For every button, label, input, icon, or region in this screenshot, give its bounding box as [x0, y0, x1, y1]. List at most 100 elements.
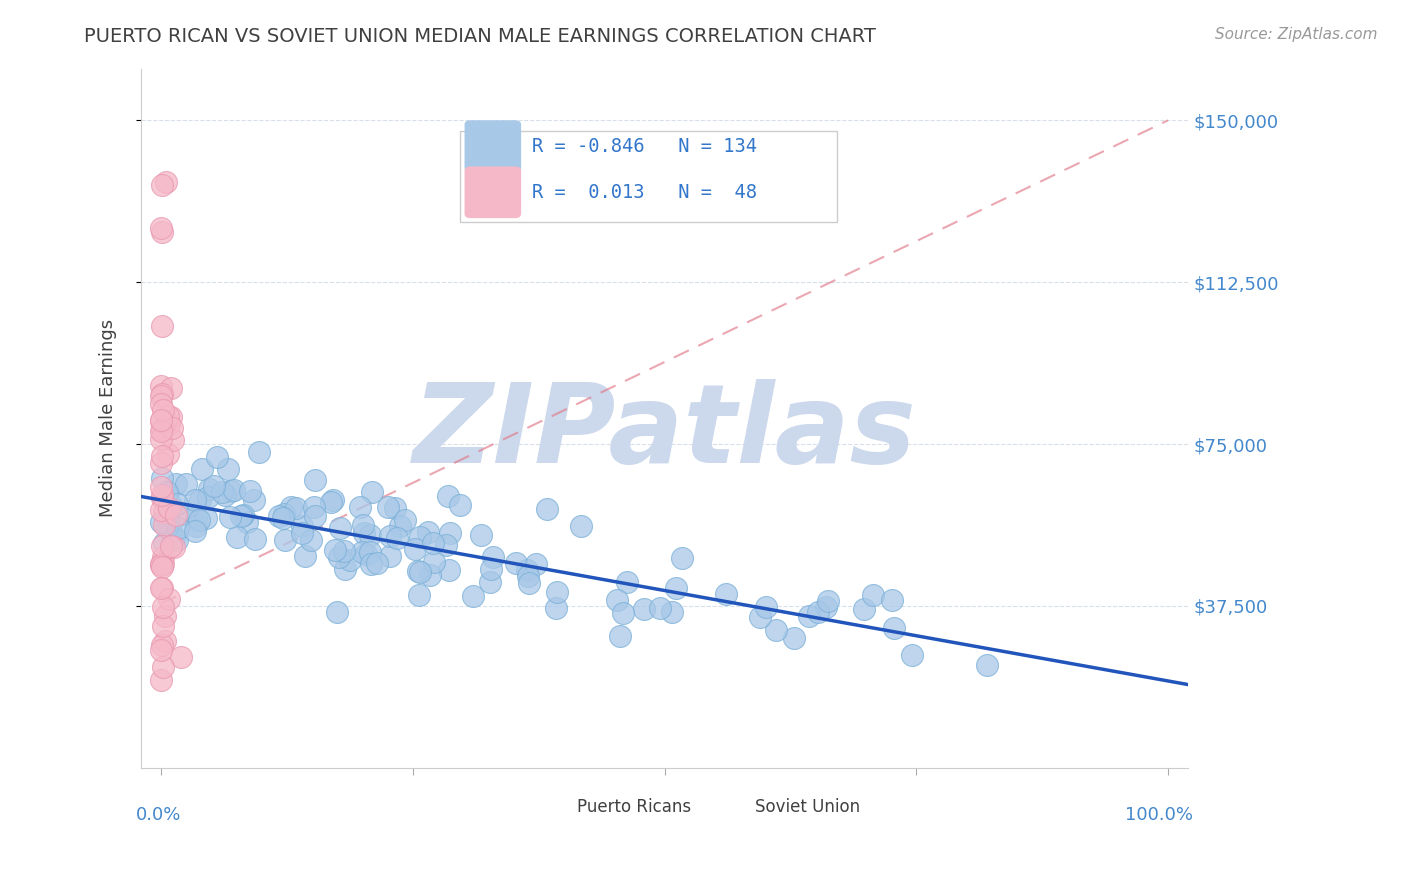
Point: [616, 575, 638, 590]
Point: [150, 225, 173, 239]
Point: [461, 589, 484, 603]
Point: [437, 563, 460, 577]
Point: [225, 530, 247, 544]
Point: [416, 525, 439, 540]
Point: [198, 482, 221, 496]
Point: [650, 601, 672, 615]
Point: [516, 563, 538, 577]
Point: [153, 517, 176, 532]
Point: [152, 402, 174, 417]
Point: [166, 497, 188, 511]
Point: [325, 542, 347, 557]
Point: [150, 178, 173, 192]
Point: [404, 542, 426, 557]
Point: [366, 556, 388, 570]
Point: [665, 581, 688, 595]
Point: [194, 510, 217, 524]
Point: [470, 528, 492, 542]
Point: [150, 491, 173, 505]
Point: [219, 510, 242, 524]
Point: [153, 609, 176, 624]
Point: [219, 483, 242, 498]
Point: [236, 516, 259, 530]
Point: [156, 485, 179, 500]
Point: [174, 476, 197, 491]
Point: [239, 483, 262, 498]
Point: [328, 521, 350, 535]
Point: [150, 581, 173, 595]
Point: [160, 410, 183, 425]
Point: [384, 500, 406, 515]
Point: [408, 564, 430, 578]
Point: [152, 599, 174, 614]
Point: [328, 549, 350, 564]
Point: [202, 479, 225, 493]
Point: [799, 609, 821, 624]
Point: [157, 591, 180, 606]
Point: [422, 536, 444, 550]
Point: [186, 510, 208, 524]
Point: [165, 476, 187, 491]
Point: [349, 500, 371, 514]
Point: [160, 524, 183, 538]
Point: [302, 500, 325, 514]
Point: [152, 660, 174, 674]
Point: [482, 550, 505, 565]
Point: [319, 495, 342, 509]
Point: [150, 471, 173, 485]
Point: [661, 605, 683, 619]
Point: [883, 621, 905, 635]
Point: [197, 490, 219, 504]
Text: Source: ZipAtlas.com: Source: ZipAtlas.com: [1215, 27, 1378, 42]
Point: [546, 585, 568, 599]
Point: [150, 480, 173, 494]
Point: [184, 492, 207, 507]
Point: [609, 629, 631, 643]
Point: [285, 501, 308, 516]
Point: [167, 521, 190, 535]
Point: [150, 673, 173, 687]
Point: [160, 381, 183, 395]
Point: [671, 550, 693, 565]
Point: [229, 508, 252, 523]
Point: [394, 513, 416, 527]
Text: 100.0%: 100.0%: [1125, 806, 1194, 824]
Point: [882, 592, 904, 607]
Text: R = -0.846   N = 134: R = -0.846 N = 134: [531, 136, 756, 155]
Point: [157, 501, 180, 516]
FancyBboxPatch shape: [713, 791, 751, 823]
Point: [423, 555, 446, 569]
Point: [299, 533, 322, 547]
Point: [232, 508, 254, 523]
Point: [150, 582, 173, 596]
Point: [214, 488, 236, 502]
Point: [352, 545, 374, 559]
Point: [150, 424, 173, 438]
Point: [162, 434, 184, 448]
Point: [157, 417, 180, 431]
Point: [150, 456, 173, 470]
Point: [153, 634, 176, 648]
Point: [188, 493, 211, 508]
Point: [755, 600, 778, 615]
Point: [152, 557, 174, 571]
Point: [291, 525, 314, 540]
Point: [434, 538, 457, 552]
Point: [184, 518, 207, 533]
Point: [853, 602, 876, 616]
Point: [633, 602, 655, 616]
FancyBboxPatch shape: [464, 120, 522, 172]
Point: [271, 511, 294, 525]
Point: [152, 421, 174, 435]
Point: [976, 658, 998, 673]
Point: [335, 562, 357, 576]
Point: [150, 386, 173, 401]
Point: [354, 547, 377, 561]
Point: [157, 447, 180, 461]
Point: [205, 450, 228, 464]
Point: [150, 540, 173, 554]
Point: [294, 549, 316, 563]
Point: [156, 409, 179, 424]
Point: [150, 413, 173, 427]
Point: [162, 540, 184, 554]
